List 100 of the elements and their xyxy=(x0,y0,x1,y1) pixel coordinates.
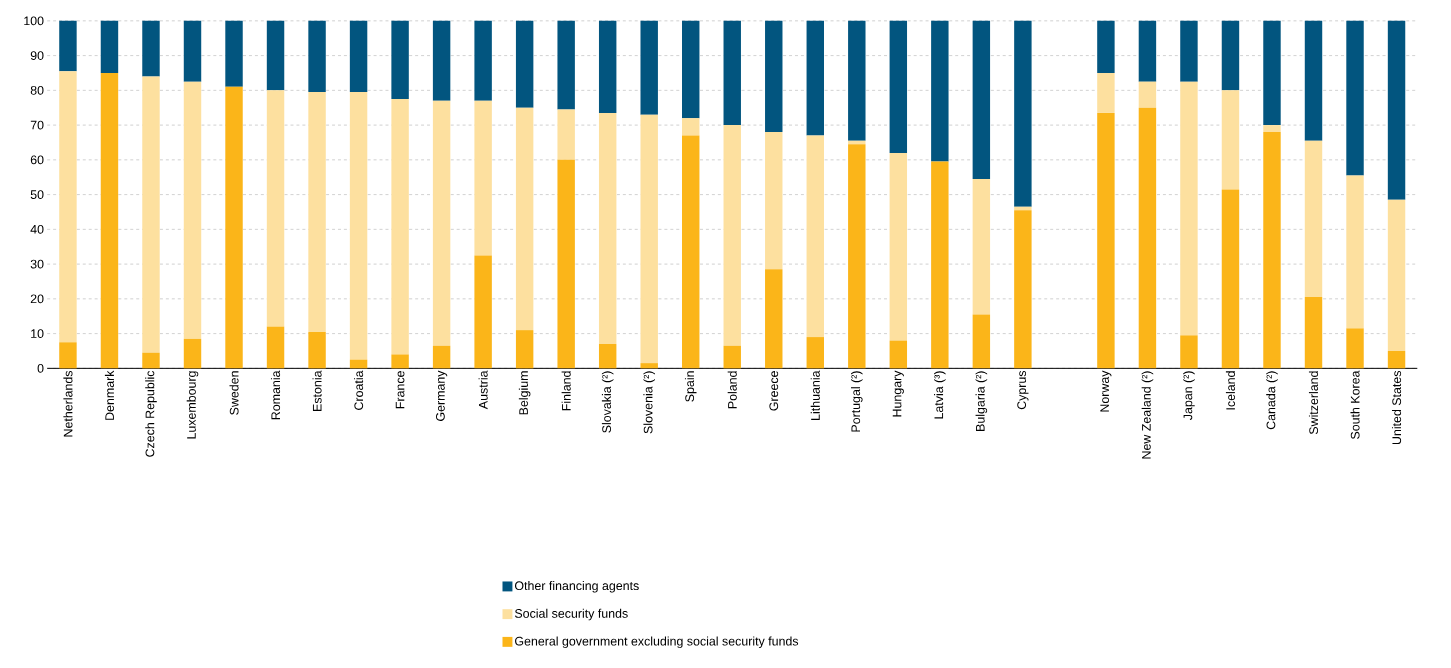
x-tick-label: Romania xyxy=(270,370,281,420)
bar xyxy=(1138,20,1157,82)
bar xyxy=(59,342,77,369)
y-tick-label: 100 xyxy=(24,16,44,26)
bar xyxy=(349,91,368,360)
bar xyxy=(183,20,202,82)
x-tick-label: Austria xyxy=(478,370,488,410)
bar xyxy=(682,135,700,369)
bar xyxy=(1138,81,1157,108)
bar xyxy=(557,109,575,160)
bar xyxy=(225,20,243,87)
x-tick-label: Latvia (³) xyxy=(934,371,946,419)
bar xyxy=(1263,20,1281,125)
bar xyxy=(723,345,741,369)
bar xyxy=(515,330,534,369)
bar xyxy=(1221,20,1240,91)
bar xyxy=(391,20,409,99)
x-tick-label: Belgium xyxy=(518,371,531,415)
y-tick-label: 0 xyxy=(37,363,44,373)
bar xyxy=(349,20,368,92)
x-tick-label: Japan (²) xyxy=(1183,371,1195,420)
x-tick-label: France xyxy=(395,371,405,409)
x-tick-label: Croatia xyxy=(354,370,364,410)
bar xyxy=(308,331,326,369)
bar xyxy=(806,336,824,369)
bar xyxy=(640,114,658,364)
bar xyxy=(515,107,534,331)
bar xyxy=(1097,72,1115,113)
bar xyxy=(598,112,617,344)
x-tick-label: Greece xyxy=(769,371,779,411)
bar xyxy=(432,100,451,346)
bar xyxy=(1346,175,1364,329)
bar xyxy=(1346,328,1364,369)
x-tick-label: Luxembourg xyxy=(186,371,199,439)
bar xyxy=(1097,112,1115,369)
bar xyxy=(142,20,160,77)
bar xyxy=(889,152,908,341)
bar xyxy=(1387,350,1406,369)
y-tick-label: 20 xyxy=(30,294,44,304)
bar xyxy=(391,98,409,355)
x-tick-label: New Zealand (²) xyxy=(1141,371,1154,459)
bar xyxy=(515,20,534,108)
bar xyxy=(723,125,741,346)
bar xyxy=(391,354,409,369)
bar xyxy=(1387,199,1406,351)
x-tick-label: Finland xyxy=(561,371,571,411)
bar xyxy=(889,20,908,153)
x-tick-label: Germany xyxy=(435,370,448,421)
bar xyxy=(557,20,575,110)
bar xyxy=(1304,20,1323,141)
bar xyxy=(308,20,326,92)
bar xyxy=(1180,335,1198,369)
bar xyxy=(765,269,783,369)
x-tick-label: Portugal (²) xyxy=(851,371,863,432)
x-tick-label: United States xyxy=(1391,370,1402,444)
bar xyxy=(1346,20,1364,176)
x-tick-label: Bulgaria (²) xyxy=(975,371,988,431)
bar xyxy=(59,20,77,72)
x-tick-label: Hungary xyxy=(892,370,904,417)
x-tick-label: Poland xyxy=(727,371,737,409)
bar xyxy=(598,343,617,369)
bar xyxy=(266,90,285,327)
bar xyxy=(100,20,119,73)
bar xyxy=(308,91,326,332)
bar xyxy=(142,352,160,369)
bar xyxy=(682,20,700,119)
x-tick-label: Lithuania xyxy=(810,370,820,420)
bar xyxy=(183,81,202,339)
y-tick-label: 60 xyxy=(30,155,44,165)
bar xyxy=(474,20,492,101)
x-tick-label: Estonia xyxy=(312,370,322,411)
bar xyxy=(806,20,824,136)
bar xyxy=(1221,90,1240,190)
bar xyxy=(972,20,991,179)
bar xyxy=(806,135,824,337)
bar xyxy=(474,255,492,369)
x-tick-label: Netherlands xyxy=(63,370,73,437)
bar xyxy=(723,20,741,125)
x-tick-label: Slovakia (²) xyxy=(601,371,614,433)
bar xyxy=(972,314,991,369)
bar xyxy=(848,144,866,369)
x-tick-label: Norway xyxy=(1100,370,1112,412)
bar xyxy=(1180,81,1198,336)
bar xyxy=(640,20,658,115)
legend-label: Other financing agents xyxy=(514,580,639,593)
bar xyxy=(765,20,783,132)
legend-label: General government excluding social security funds xyxy=(515,636,799,648)
bar xyxy=(640,363,658,369)
bar xyxy=(59,71,77,343)
bar xyxy=(598,20,617,113)
bar xyxy=(1263,131,1281,369)
bar xyxy=(1221,189,1240,369)
x-tick-label: Canada (²) xyxy=(1266,371,1278,430)
x-tick-label: Spain xyxy=(684,371,697,402)
bar xyxy=(765,131,783,270)
bar xyxy=(432,345,451,369)
bar xyxy=(1138,107,1157,369)
bar xyxy=(848,20,866,141)
y-tick-label: 30 xyxy=(30,259,44,269)
y-tick-label: 10 xyxy=(31,329,44,338)
